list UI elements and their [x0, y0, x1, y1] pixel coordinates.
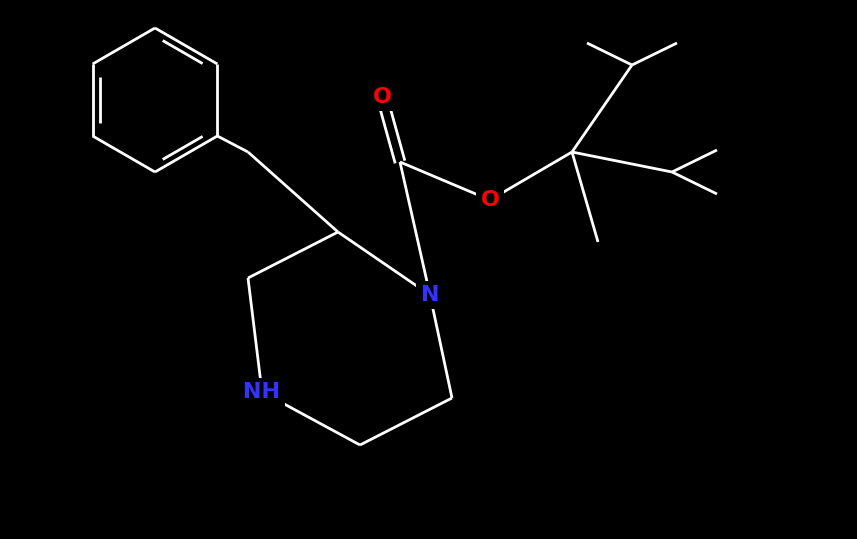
Text: N: N — [421, 285, 440, 305]
Text: NH: NH — [243, 382, 280, 402]
Text: O: O — [481, 190, 500, 210]
Text: O: O — [373, 87, 392, 107]
